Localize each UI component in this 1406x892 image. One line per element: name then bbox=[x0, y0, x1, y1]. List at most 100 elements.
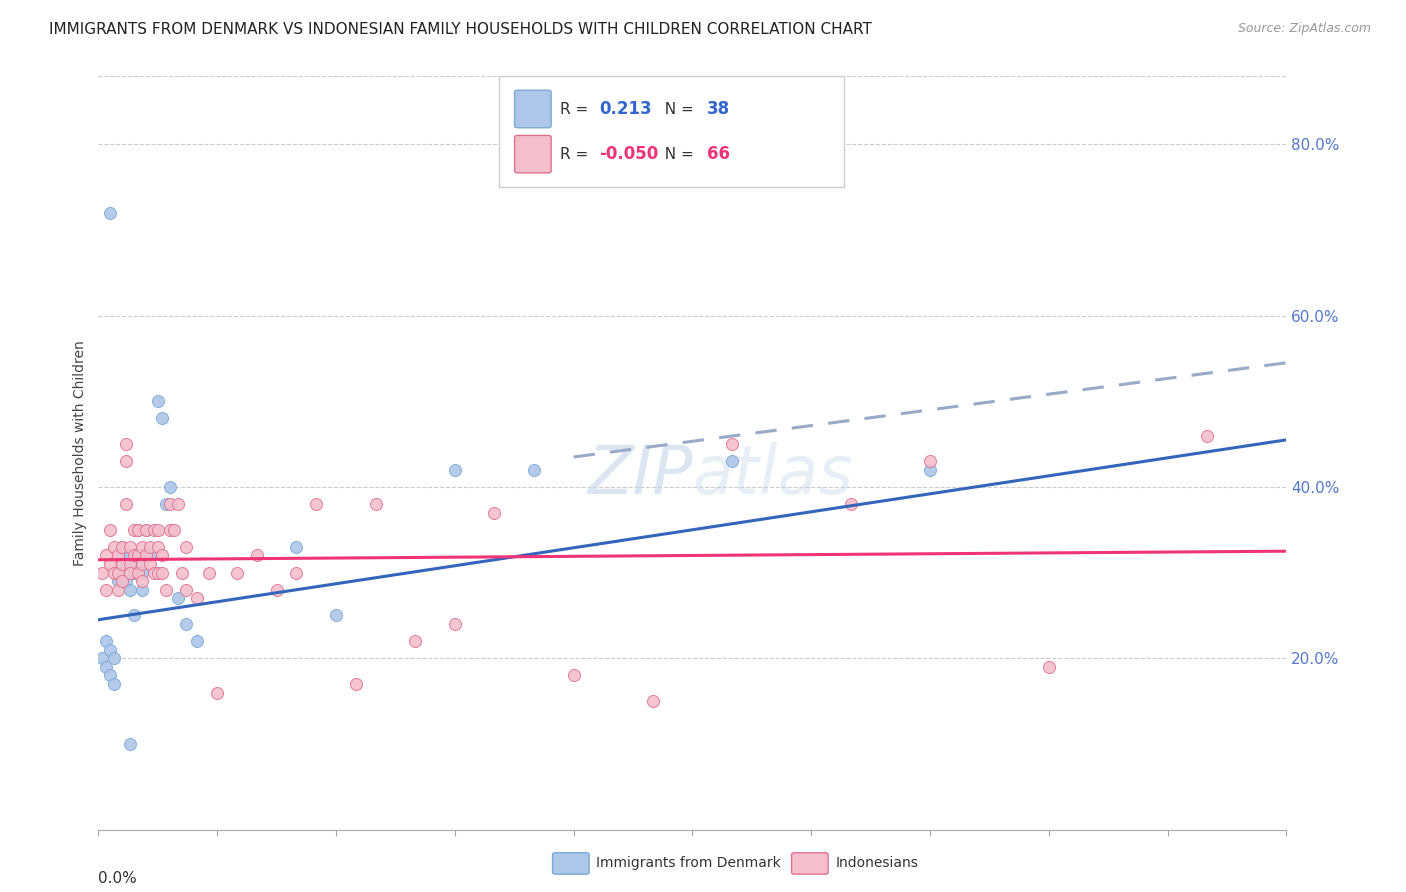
Point bbox=[484, 506, 506, 520]
Point bbox=[721, 454, 744, 468]
Text: -0.050: -0.050 bbox=[599, 145, 658, 163]
Point bbox=[920, 454, 942, 468]
Point bbox=[115, 437, 138, 451]
Point bbox=[111, 557, 134, 571]
Point bbox=[107, 566, 129, 580]
Point bbox=[127, 523, 149, 537]
Text: 66: 66 bbox=[707, 145, 730, 163]
Point bbox=[159, 497, 181, 511]
Text: atlas: atlas bbox=[692, 442, 853, 508]
Point bbox=[127, 566, 149, 580]
Point bbox=[266, 582, 288, 597]
Point bbox=[120, 582, 142, 597]
Text: IMMIGRANTS FROM DENMARK VS INDONESIAN FAMILY HOUSEHOLDS WITH CHILDREN CORRELATIO: IMMIGRANTS FROM DENMARK VS INDONESIAN FA… bbox=[49, 22, 872, 37]
Point bbox=[107, 566, 129, 580]
Text: ZIP: ZIP bbox=[588, 442, 692, 508]
Point bbox=[285, 566, 308, 580]
Text: 0.0%: 0.0% bbox=[98, 871, 138, 886]
Text: R =: R = bbox=[560, 102, 593, 117]
Point bbox=[174, 617, 197, 632]
Point bbox=[163, 523, 186, 537]
Text: N =: N = bbox=[655, 146, 699, 161]
Point bbox=[344, 677, 367, 691]
Point bbox=[131, 557, 153, 571]
Point bbox=[103, 566, 125, 580]
Point bbox=[103, 677, 125, 691]
Point bbox=[146, 566, 169, 580]
Point bbox=[364, 497, 387, 511]
Point bbox=[111, 549, 134, 563]
Point bbox=[523, 463, 546, 477]
Point bbox=[135, 523, 157, 537]
Point bbox=[98, 206, 121, 220]
Point bbox=[98, 668, 121, 682]
Point bbox=[111, 574, 134, 589]
Point bbox=[285, 540, 308, 554]
Text: Immigrants from Denmark: Immigrants from Denmark bbox=[596, 856, 780, 871]
Text: R =: R = bbox=[560, 146, 593, 161]
Point bbox=[205, 685, 228, 699]
Point bbox=[305, 497, 328, 511]
Point bbox=[155, 497, 177, 511]
Point bbox=[120, 557, 142, 571]
Point bbox=[135, 523, 157, 537]
Point bbox=[198, 566, 221, 580]
Point bbox=[444, 617, 467, 632]
Point bbox=[170, 566, 193, 580]
Point bbox=[107, 549, 129, 563]
Point bbox=[139, 549, 162, 563]
Point bbox=[120, 549, 142, 563]
Point bbox=[246, 549, 269, 563]
Point bbox=[131, 540, 153, 554]
Point bbox=[122, 608, 145, 623]
Point bbox=[139, 557, 162, 571]
Point bbox=[166, 497, 188, 511]
Point bbox=[120, 566, 142, 580]
Point bbox=[142, 523, 165, 537]
Point bbox=[98, 642, 121, 657]
Point bbox=[131, 582, 153, 597]
Point bbox=[91, 651, 114, 665]
Point bbox=[142, 566, 165, 580]
Point bbox=[96, 634, 118, 648]
Point bbox=[150, 566, 173, 580]
Text: N =: N = bbox=[655, 102, 699, 117]
Text: Source: ZipAtlas.com: Source: ZipAtlas.com bbox=[1237, 22, 1371, 36]
Point bbox=[122, 566, 145, 580]
Point bbox=[127, 549, 149, 563]
Point bbox=[107, 582, 129, 597]
Point bbox=[404, 634, 426, 648]
Point bbox=[115, 497, 138, 511]
Point bbox=[174, 540, 197, 554]
Point bbox=[98, 523, 121, 537]
Point bbox=[325, 608, 347, 623]
Point bbox=[150, 549, 173, 563]
Point bbox=[920, 463, 942, 477]
Point bbox=[98, 557, 121, 571]
Point bbox=[139, 540, 162, 554]
Point bbox=[120, 737, 142, 751]
Point bbox=[1038, 660, 1060, 674]
Point bbox=[127, 557, 149, 571]
Y-axis label: Family Households with Children: Family Households with Children bbox=[73, 340, 87, 566]
Point bbox=[131, 566, 153, 580]
Point bbox=[641, 694, 664, 708]
Point bbox=[91, 566, 114, 580]
Point bbox=[226, 566, 249, 580]
Point bbox=[146, 540, 169, 554]
Point bbox=[107, 574, 129, 589]
Point bbox=[96, 549, 118, 563]
Point bbox=[111, 540, 134, 554]
Point bbox=[839, 497, 862, 511]
Text: 38: 38 bbox=[707, 100, 730, 118]
Point bbox=[166, 591, 188, 606]
Text: 0.213: 0.213 bbox=[599, 100, 651, 118]
Point bbox=[562, 668, 585, 682]
Point bbox=[146, 394, 169, 409]
Point bbox=[115, 557, 138, 571]
Point bbox=[115, 574, 138, 589]
Point bbox=[186, 634, 208, 648]
Point bbox=[159, 523, 181, 537]
Text: Indonesians: Indonesians bbox=[835, 856, 918, 871]
Point bbox=[159, 480, 181, 494]
